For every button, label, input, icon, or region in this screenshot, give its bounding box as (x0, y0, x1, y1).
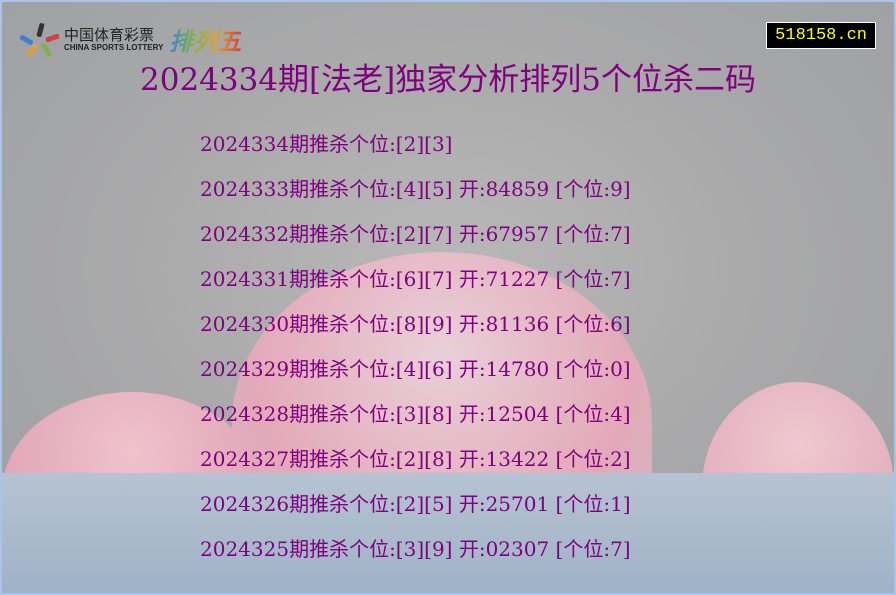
list-item: 2024327期推杀个位:[2][8] 开:13422 [个位:2] (200, 447, 631, 471)
product-logo: 排列五 (169, 22, 241, 57)
prediction-list: 2024334期推杀个位:[2][3] 2024333期推杀个位:[4][5] … (200, 130, 631, 580)
page-title: 2024334期[法老]独家分析排列5个位杀二码 (140, 62, 756, 98)
list-item: 2024330期推杀个位:[8][9] 开:81136 [个位:6] (200, 312, 631, 336)
lottery-logo: 中国体育彩票 CHINA SPORTS LOTTERY 排列五 (19, 22, 241, 57)
list-item: 2024332期推杀个位:[2][7] 开:67957 [个位:7] (200, 222, 631, 246)
site-badge: 518158.cn (766, 22, 876, 49)
logo-en-text: CHINA SPORTS LOTTERY (64, 43, 164, 52)
background-water (2, 473, 894, 593)
list-item: 2024333期推杀个位:[4][5] 开:84859 [个位:9] (200, 177, 631, 201)
list-item: 2024328期推杀个位:[3][8] 开:12504 [个位:4] (200, 402, 631, 426)
logo-mark-icon (19, 22, 60, 57)
logo-cn-text: 中国体育彩票 (64, 26, 155, 44)
list-item: 2024329期推杀个位:[4][6] 开:14780 [个位:0] (200, 357, 631, 381)
list-item: 2024325期推杀个位:[3][9] 开:02307 [个位:7] (200, 537, 631, 561)
list-item: 2024326期推杀个位:[2][5] 开:25701 [个位:1] (200, 492, 631, 516)
list-item: 2024334期推杀个位:[2][3] (200, 132, 453, 156)
list-item: 2024331期推杀个位:[6][7] 开:71227 [个位:7] (200, 267, 631, 291)
